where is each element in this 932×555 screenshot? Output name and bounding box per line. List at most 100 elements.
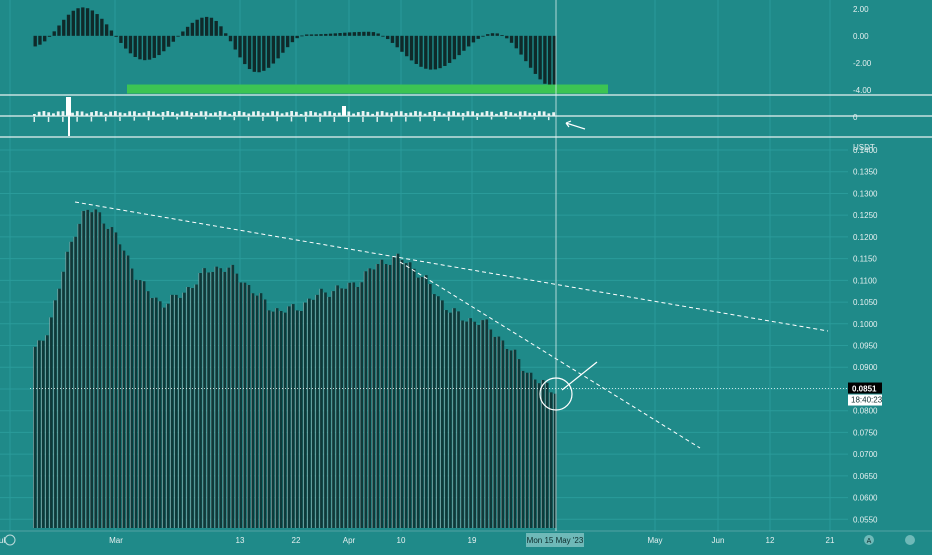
volume-bar-up [414,111,417,116]
volume-bar-up [452,111,455,116]
time-axis-label: Jul [0,536,5,545]
oscillator-bar [314,34,318,36]
volume-bar-down [262,117,264,121]
oscillator-bar [104,24,109,36]
price-bar [259,293,263,528]
price-bar [194,284,198,528]
oscillator-bar [100,18,104,36]
price-bar [138,280,142,528]
price-bar [468,318,472,528]
price-bar [517,359,521,528]
volume-bar-up [256,111,260,116]
auto-scale-label: A [867,538,872,545]
volume-pane [33,97,556,136]
price-bar [65,251,69,528]
volume-bar-up [80,111,84,116]
volume-bar-down [419,117,421,122]
volume-spike-down [68,116,70,136]
time-axis-label: Jun [712,536,725,545]
price-tick-label: 0.1000 [853,320,878,329]
oscillator-pane [33,7,608,94]
volume-bar-down [147,117,150,121]
volume-bar-down [90,117,93,122]
oscillator-bar [490,33,495,36]
volume-bar-up [237,111,241,116]
time-axis-label: Mar [109,536,123,545]
price-bar [105,228,110,529]
oscillator-bar [500,35,504,36]
price-bar [93,209,98,529]
volume-bar-up [418,111,422,116]
oscillator-bar [252,35,256,72]
volume-bar-up [152,111,155,116]
oscillator-bar [281,35,285,53]
oscillator-bar [538,35,542,80]
volume-bar-down [133,117,136,121]
price-bar [162,307,166,528]
oscillator-bar [309,34,314,36]
volume-bar-up [504,111,508,116]
price-bar [513,349,517,528]
price-tag [848,382,882,394]
volume-bar-up [204,111,208,116]
oscillator-bar [76,8,80,36]
price-bar [57,288,61,528]
gear-icon[interactable] [905,535,915,545]
oscillator-bar [109,30,114,36]
price-bar [275,308,279,528]
price-bar [267,310,271,528]
oscillator-bar [466,35,471,47]
volume-bar-down [104,117,107,122]
oscillator-bar [443,35,447,66]
volume-bar-up [52,113,55,116]
oscillator-bar [409,35,414,61]
price-bar [142,281,146,528]
price-bar [45,335,49,528]
price-bar [234,273,239,528]
price-bar [351,282,356,528]
volume-bar-up [485,111,489,116]
volume-spike-up [66,97,71,116]
crosshair-time-label: Mon 15 May '23 [527,536,584,545]
price-tick-label: 0.1050 [853,298,878,307]
volume-bar-up [194,113,198,116]
volume-bar-down [176,117,178,120]
oscillator-bar [324,33,328,36]
price-bar [97,212,102,528]
oscillator-bar [166,35,171,47]
zoom-icon[interactable] [4,534,16,546]
volume-bar-up [123,113,127,116]
price-bar [331,291,335,528]
oscillator-bar [333,33,337,36]
volume-bar-up [456,112,460,116]
auto-scale-button[interactable] [864,535,874,545]
volume-bar-up [466,111,470,116]
oscillator-bar [433,35,438,70]
time-axis-label: Apr [343,536,356,545]
oscillator-bar [162,35,166,52]
volume-bar-up [480,112,484,116]
oscillator-bar [371,32,376,36]
oscillator-bar [128,35,133,54]
price-bar [69,241,73,529]
oscillator-bar [243,35,247,65]
volume-bar-up [166,111,170,116]
price-bar [436,296,440,528]
oscillator-bar [119,35,123,43]
price-bar [109,227,114,528]
volume-bar-up [85,113,89,116]
volume-bar-up [180,111,184,116]
price-bar [492,336,497,528]
oscillator-bar [486,34,490,36]
price-bar [452,308,456,528]
price-bar [343,288,347,528]
price-bar [420,276,424,528]
volume-bar-up [280,113,284,116]
volume-bar-up [337,112,341,116]
price-bar [158,301,162,528]
volume-bar-up [299,113,303,116]
oscillator-bar [400,35,404,52]
